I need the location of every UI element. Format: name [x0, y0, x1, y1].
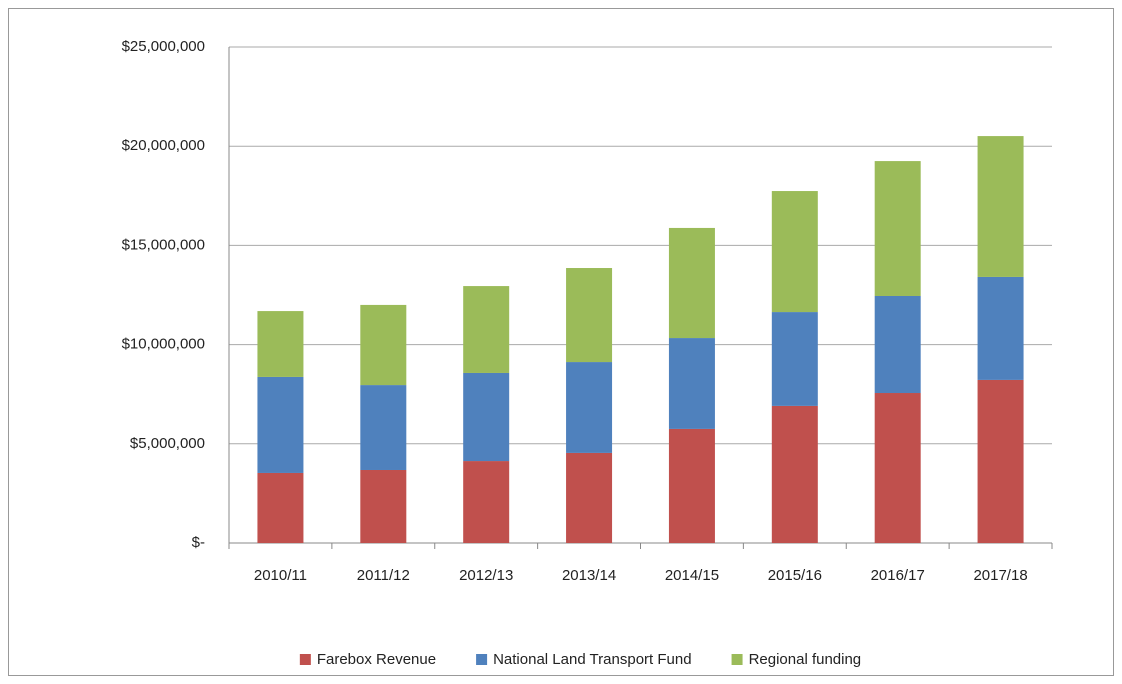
y-tick-label: $10,000,000 [122, 336, 205, 353]
bar-segment [257, 311, 304, 377]
bar-segment [771, 191, 818, 313]
y-tick-label: $25,000,000 [122, 38, 205, 55]
y-tick-label: $- [192, 534, 205, 551]
bar-segment [977, 379, 1024, 543]
bar-segment [977, 136, 1024, 277]
bar-segment [257, 376, 304, 473]
bar-segment [874, 393, 921, 543]
y-tick-label: $15,000,000 [122, 236, 205, 253]
legend-label: Regional funding [749, 651, 862, 668]
bar-segment [360, 469, 407, 543]
x-tick-label: 2015/16 [768, 567, 822, 584]
chart-frame [8, 8, 1114, 676]
y-tick-label: $20,000,000 [122, 137, 205, 154]
bar-segment [566, 268, 613, 363]
x-tick-label: 2010/11 [254, 567, 307, 584]
bar-segment [668, 227, 715, 339]
x-tick-label: 2011/12 [357, 567, 410, 584]
x-tick-label: 2013/14 [562, 567, 616, 584]
legend-swatch [731, 654, 743, 665]
bar-segment [771, 312, 818, 406]
legend-label: National Land Transport Fund [493, 651, 691, 668]
x-tick-label: 2017/18 [973, 567, 1027, 584]
bar-segment [668, 338, 715, 429]
bar-segment [257, 472, 304, 543]
bar-segment [566, 452, 613, 543]
x-tick-label: 2014/15 [665, 567, 719, 584]
bar-segment [360, 304, 407, 386]
legend-swatch [476, 654, 488, 665]
bar-segment [360, 385, 407, 470]
bar-segment [771, 405, 818, 543]
y-tick-label: $5,000,000 [130, 435, 205, 452]
x-tick-label: 2016/17 [871, 567, 925, 584]
legend-label: Farebox Revenue [317, 651, 436, 668]
bar-segment [668, 428, 715, 543]
bar-segment [874, 295, 921, 394]
bar-segment [463, 461, 510, 543]
bar-segment [977, 276, 1024, 380]
bar-segment [463, 286, 510, 373]
bar-segment [463, 372, 510, 462]
bar-segment [874, 161, 921, 296]
x-tick-label: 2012/13 [459, 567, 513, 584]
legend-swatch [299, 654, 311, 665]
bar-segment [566, 362, 613, 453]
